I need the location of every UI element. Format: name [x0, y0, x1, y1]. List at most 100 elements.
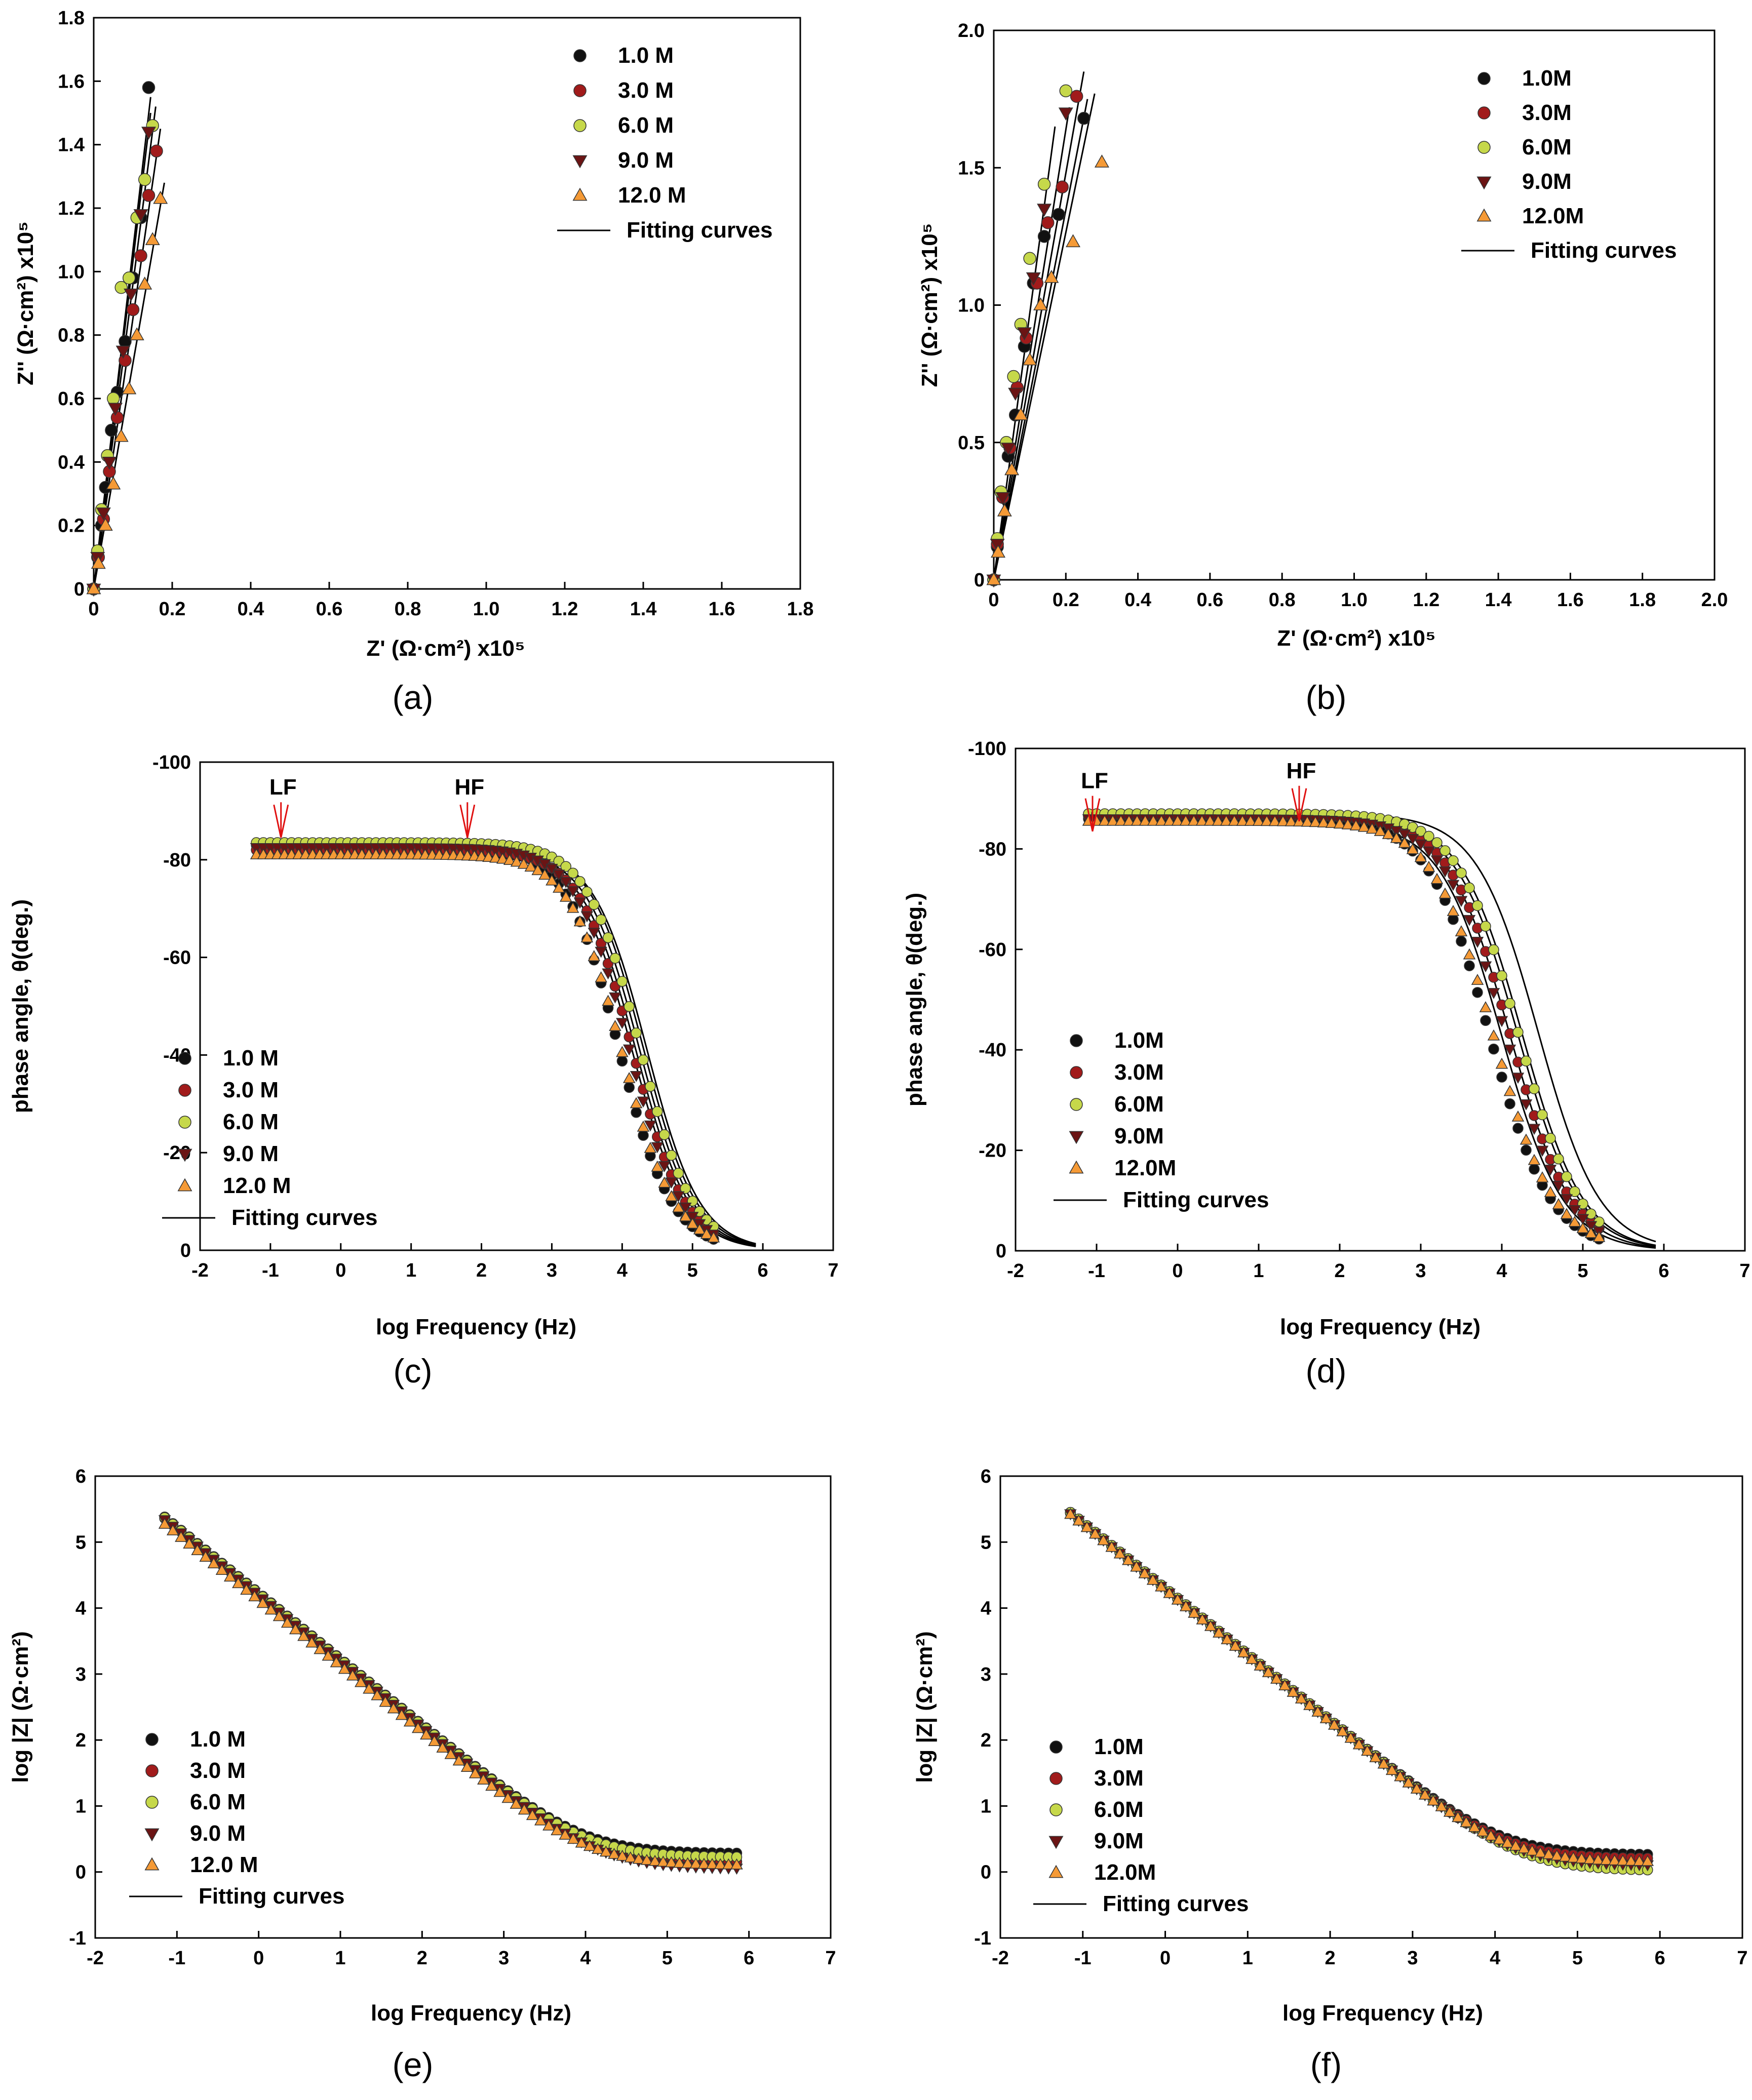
data-point: [1435, 1800, 1448, 1811]
data-point: [106, 476, 121, 490]
y-tick-label: -60: [979, 939, 1006, 961]
data-point: [1390, 826, 1403, 838]
data-point: [534, 1814, 547, 1826]
y-axis-label: Z'' (Ω·cm²) x10⁵: [917, 223, 942, 387]
data-point: [1552, 1180, 1565, 1192]
data-point: [637, 1096, 650, 1108]
data-point: [1536, 1145, 1549, 1157]
fitting-curve: [1088, 818, 1656, 1247]
data-point: [1509, 1839, 1522, 1851]
data-point: [600, 1845, 612, 1857]
data-point: [363, 1682, 375, 1694]
fitting-curve: [164, 1519, 741, 1869]
legend-label: 3.0 M: [618, 78, 674, 103]
data-point: [651, 1160, 664, 1172]
data-point: [632, 1852, 645, 1864]
legend-marker: [1070, 1066, 1083, 1079]
data-point: [501, 1792, 515, 1803]
data-point: [559, 877, 572, 888]
fitting-curve: [164, 1523, 741, 1866]
y-tick-label: 5: [75, 1532, 86, 1553]
data-point: [123, 271, 136, 285]
data-point: [175, 1531, 187, 1542]
data-point: [666, 1150, 677, 1161]
plot-frame: [199, 761, 834, 1251]
y-tick-label: -1: [69, 1928, 86, 1949]
data-point: [706, 1858, 719, 1869]
data-point: [1468, 1820, 1481, 1832]
data-point: [645, 1081, 656, 1092]
data-point: [256, 1597, 269, 1608]
legend-marker: [572, 155, 588, 169]
data-point: [1410, 1782, 1423, 1794]
data-point: [1390, 831, 1403, 843]
data-point: [986, 572, 1001, 585]
data-point: [673, 1856, 686, 1868]
data-point: [1195, 814, 1209, 826]
data-point: [1512, 1026, 1524, 1038]
data-point: [1041, 216, 1055, 229]
data-point: [153, 190, 168, 204]
legend-marker: [1477, 106, 1491, 120]
data-point: [1229, 1640, 1242, 1651]
data-point: [1448, 855, 1459, 866]
y-tick-label: 0: [981, 1862, 991, 1883]
data-point: [1155, 814, 1168, 826]
legend-marker: [1476, 176, 1492, 190]
data-point: [1512, 1123, 1524, 1134]
y-axis-label: log |Z| (Ω·cm²): [8, 1631, 33, 1782]
data-point: [1008, 387, 1023, 401]
legend-label: 12.0 M: [190, 1852, 258, 1877]
data-point: [1464, 960, 1475, 971]
fitting-curve: [1070, 1512, 1652, 1859]
x-tick-label: 7: [1737, 1948, 1747, 1969]
data-point: [624, 1851, 637, 1863]
data-point: [1179, 814, 1192, 826]
data-point: [1511, 1111, 1525, 1122]
data-point: [338, 1662, 351, 1674]
data-point: [1479, 961, 1492, 973]
data-point: [630, 1071, 643, 1082]
data-point: [1122, 814, 1136, 826]
data-point: [248, 1590, 261, 1602]
y-tick-label: 0: [74, 579, 85, 600]
x-tick-label: 0.2: [1053, 589, 1079, 611]
data-point: [714, 1858, 727, 1870]
legend-marker: [1477, 72, 1491, 85]
x-axis-label: Z' (Ω·cm²) x10⁵: [366, 636, 525, 661]
data-point: [1641, 1855, 1654, 1866]
data-point: [1584, 1221, 1598, 1233]
x-tick-label: 1: [1242, 1948, 1253, 1969]
legend: 1.0 M 3.0 M 6.0 M 9.0 M 12.0 M Fitting curves: [129, 1727, 345, 1909]
data-point: [1349, 819, 1362, 830]
legend-label: Fitting curves: [627, 218, 773, 243]
legend-label: Fitting curves: [199, 1884, 345, 1909]
data-point: [355, 1676, 367, 1687]
data-point: [272, 1610, 286, 1621]
data-point: [1488, 1043, 1499, 1055]
x-tick-label: 1.4: [1485, 589, 1512, 611]
data-point: [1122, 1554, 1135, 1565]
data-point: [1278, 1679, 1291, 1690]
y-tick-label: 6: [75, 1466, 86, 1487]
data-point: [1521, 1055, 1532, 1067]
data-point: [141, 127, 156, 140]
y-tick-label: -80: [163, 850, 191, 871]
data-point: [1487, 988, 1500, 999]
data-point: [1287, 1686, 1300, 1697]
data-point: [1130, 1560, 1143, 1572]
x-tick-label: 0: [1160, 1948, 1171, 1969]
data-point: [1537, 1109, 1548, 1121]
data-point: [546, 874, 558, 886]
data-point: [1004, 462, 1020, 476]
data-point: [697, 1857, 711, 1869]
annotation-arrow: [1291, 785, 1307, 822]
data-point: [1131, 814, 1144, 826]
data-point: [1456, 867, 1467, 879]
data-point: [595, 914, 607, 925]
data-point: [379, 1695, 392, 1707]
data-point: [1017, 327, 1032, 341]
data-point: [232, 1577, 245, 1589]
